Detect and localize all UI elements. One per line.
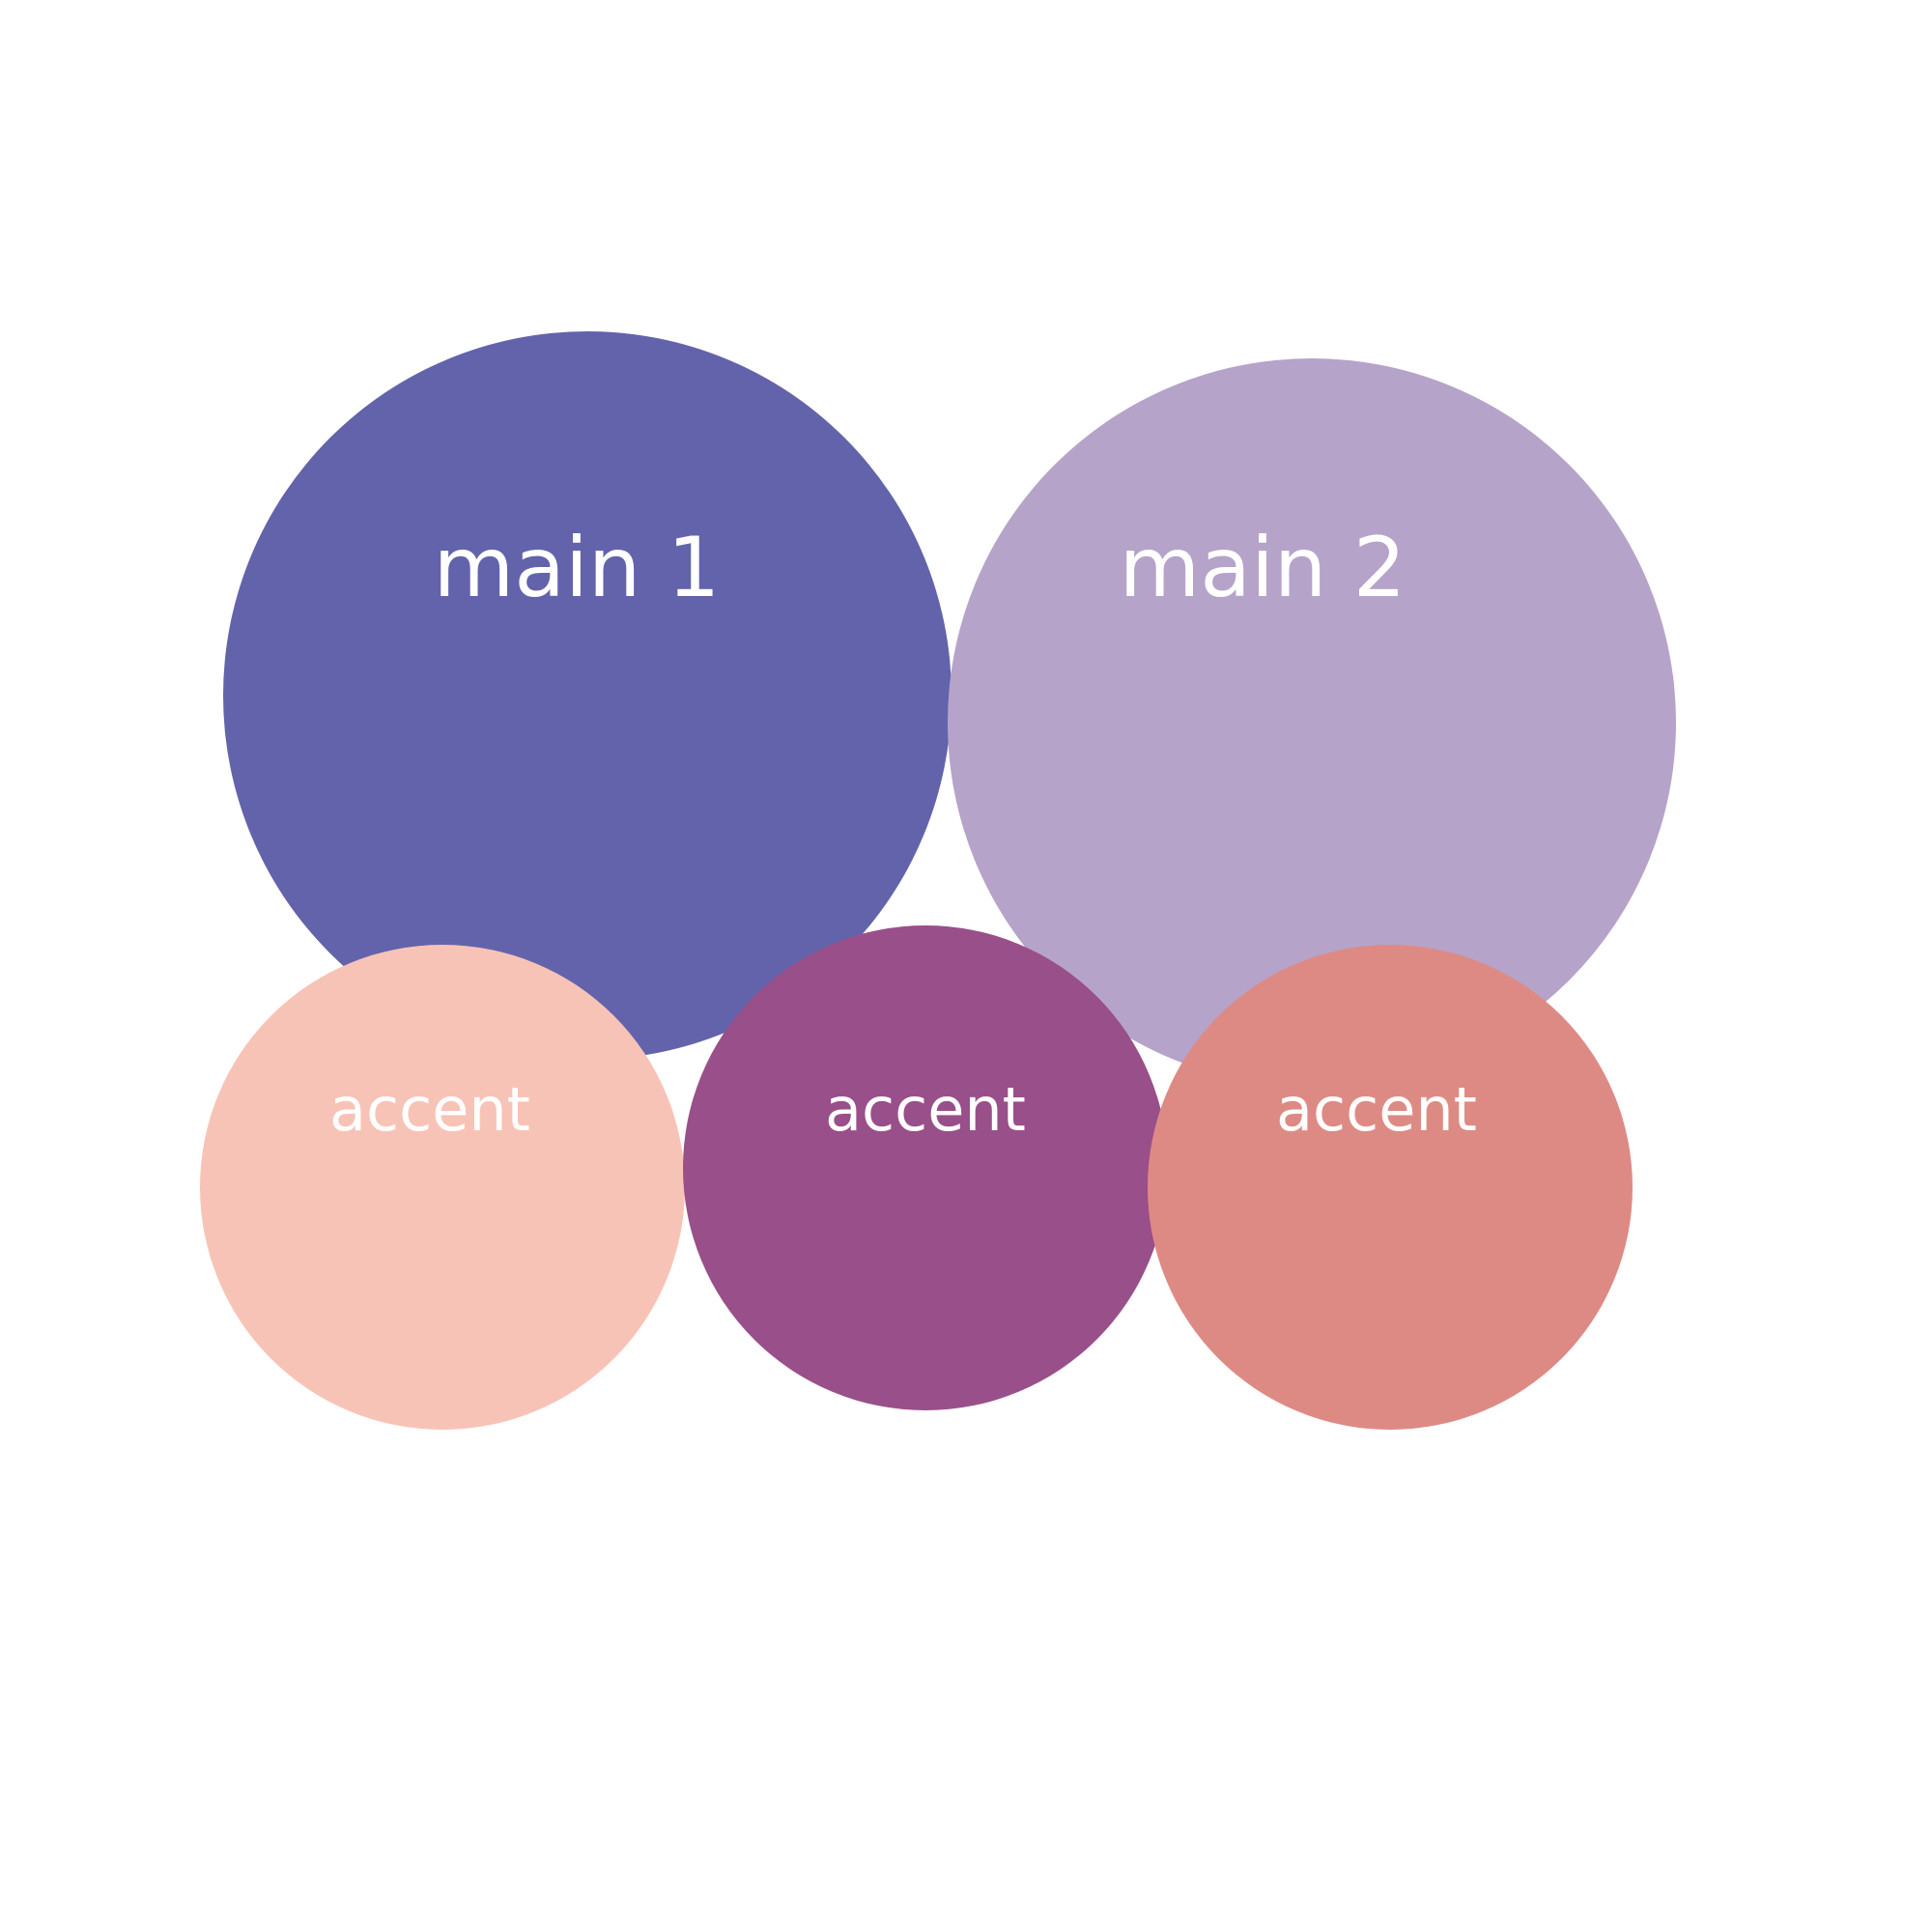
accent-2-label: accent [825, 1074, 1026, 1145]
accent-3-label: accent [1276, 1074, 1477, 1145]
accent-3-circle: accent [1148, 945, 1633, 1430]
main-2-label: main 2 [1119, 520, 1406, 616]
accent-1-circle: accent [200, 945, 685, 1430]
accent-1-label: accent [329, 1074, 530, 1145]
main-1-label: main 1 [433, 520, 721, 616]
main-1-circle: main 1 [223, 331, 952, 1060]
accent-2-circle: accent [683, 925, 1168, 1410]
